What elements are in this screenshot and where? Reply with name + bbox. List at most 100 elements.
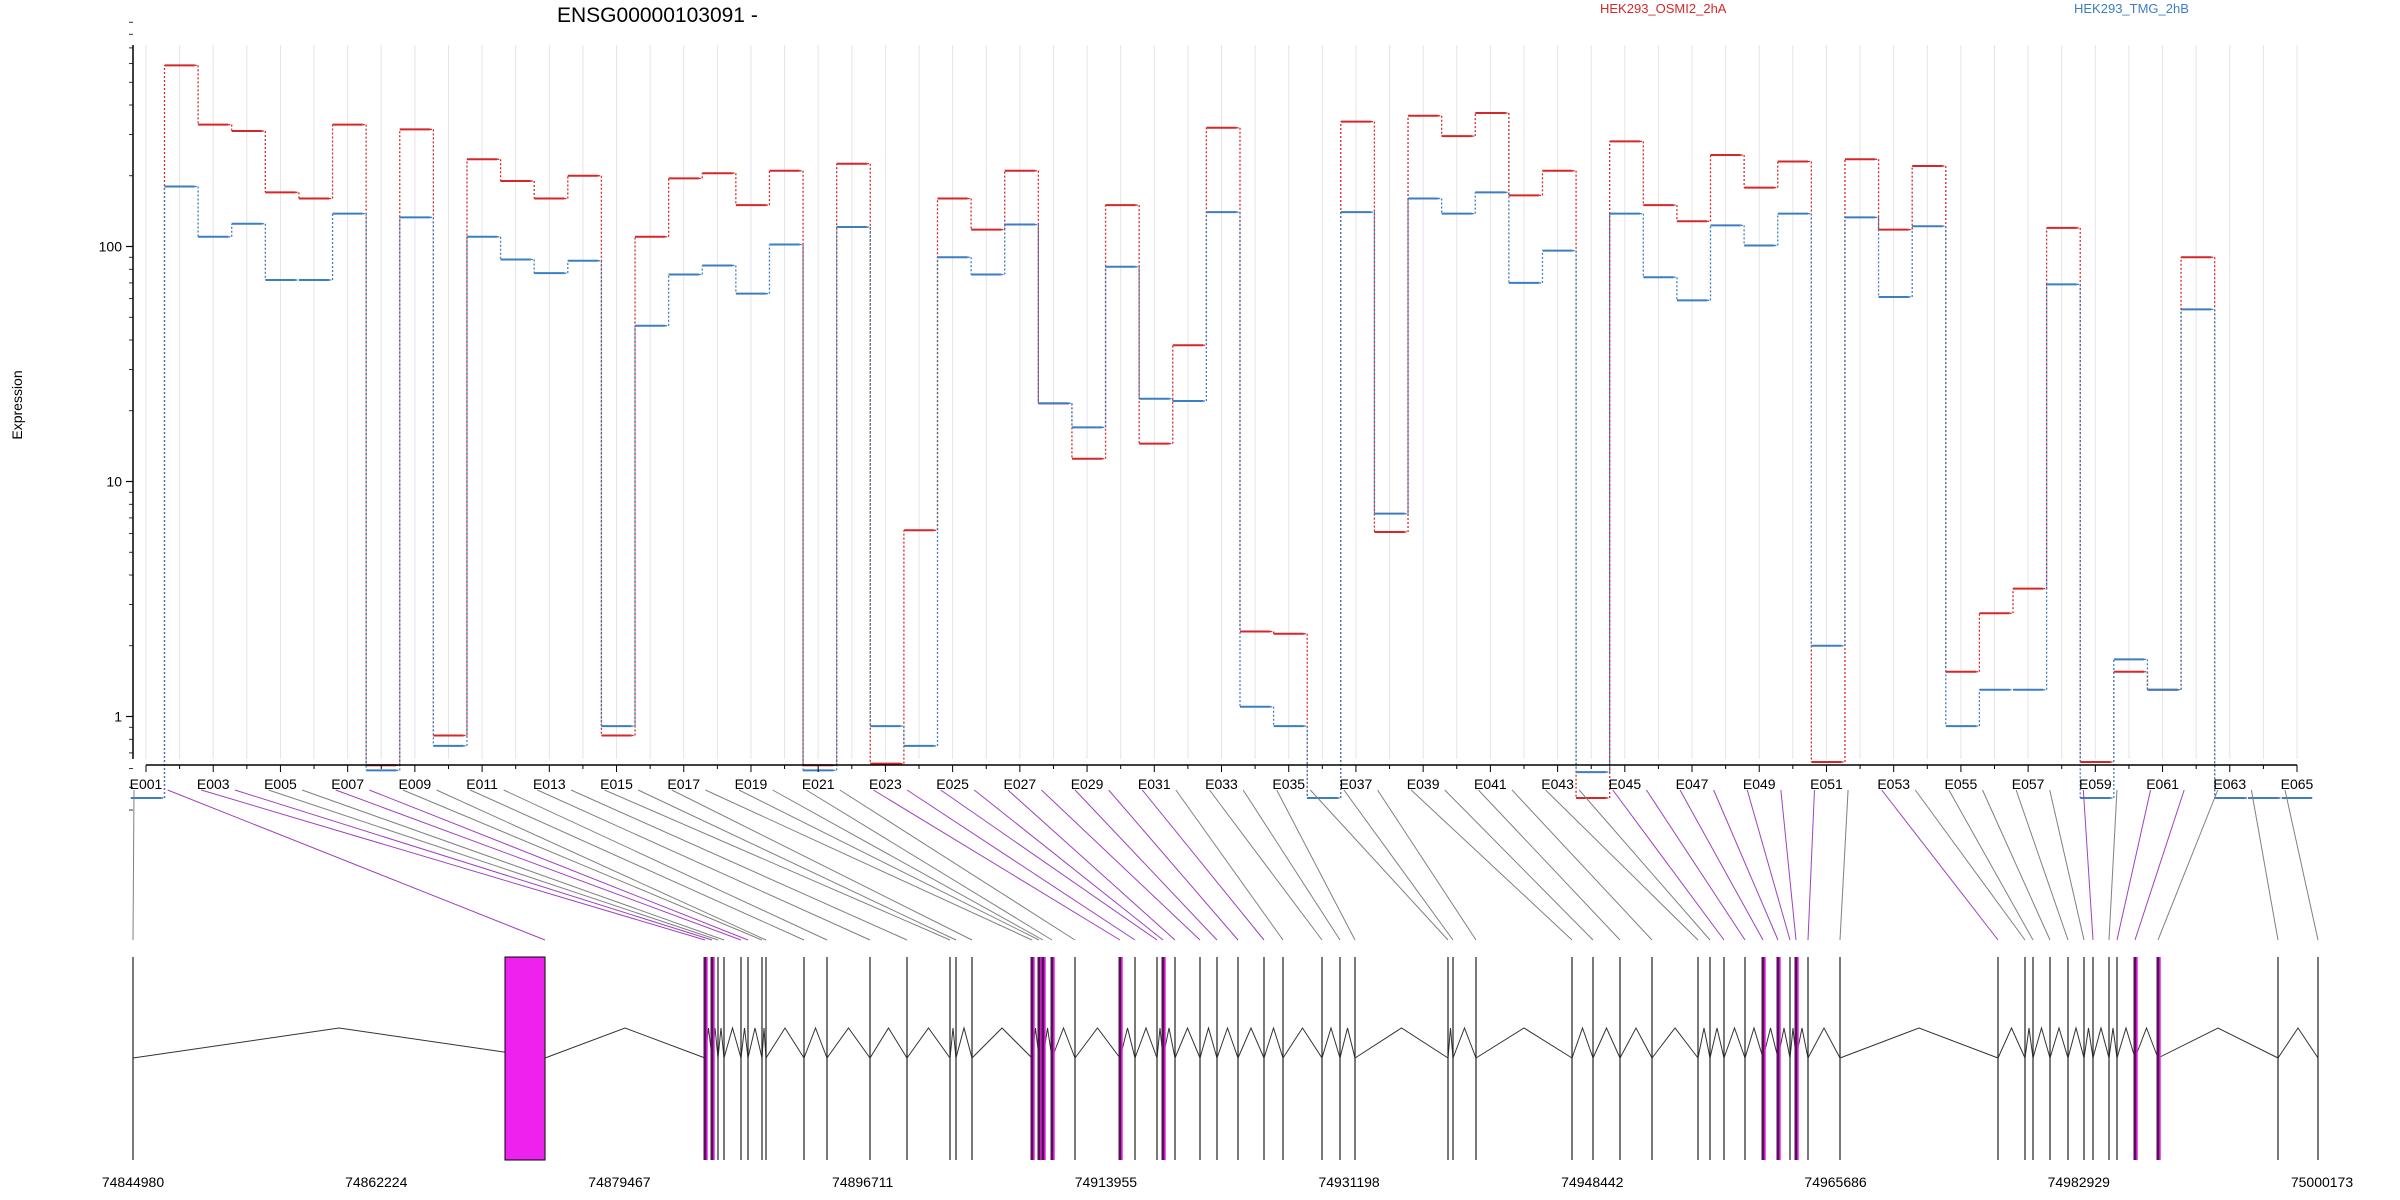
intron-line <box>1697 1027 1711 1059</box>
exon-link <box>1839 789 1849 941</box>
exon-link <box>671 789 973 941</box>
genomic-tick-label: 74879467 <box>588 1174 651 1190</box>
intron-line <box>765 1027 805 1059</box>
intron-line <box>1807 1026 1841 1059</box>
intron-line <box>2024 1027 2034 1059</box>
exon-link <box>1545 789 1699 941</box>
exon-link <box>1914 789 2026 941</box>
exon-tick-label: E005 <box>264 776 297 792</box>
intron-line <box>717 1027 725 1059</box>
exon-link <box>2284 789 2319 941</box>
exon-tick-label: E033 <box>1205 776 1238 792</box>
exon-tick-label: E045 <box>1608 776 1641 792</box>
exon-link <box>1276 789 1356 941</box>
intron-line <box>1619 1026 1653 1059</box>
intron-line <box>1839 1027 1999 1059</box>
intron-line <box>723 1026 742 1059</box>
genomic-tick-label: 74896711 <box>832 1174 893 1190</box>
exon-link <box>1478 789 1621 941</box>
genomic-tick-label: 74862224 <box>345 1174 408 1190</box>
exon-link <box>2108 789 2118 941</box>
exon-link <box>604 789 951 941</box>
intron-line <box>1237 1026 1265 1059</box>
exon-link <box>1343 789 1454 941</box>
legend-series-b: HEK293_TMG_2hB <box>2074 1 2189 16</box>
exon-tick-label: E011 <box>466 776 498 792</box>
genomic-tick-label: 74948442 <box>1561 1174 1624 1190</box>
intron-line <box>1592 1026 1621 1059</box>
exon-tick-label: E007 <box>331 776 364 792</box>
exon-link <box>1410 789 1573 941</box>
exon-link <box>2250 789 2279 941</box>
exon-tick-label: E009 <box>399 776 432 792</box>
exon-link <box>940 789 1158 941</box>
intron-line <box>1452 1026 1477 1059</box>
y-tick-label: 1 <box>114 709 122 725</box>
genomic-tick-label: 74982929 <box>2048 1174 2111 1190</box>
exon-link <box>839 789 1076 941</box>
exon-link <box>1612 789 1725 941</box>
exon-link <box>1108 789 1239 941</box>
exon-link <box>469 789 805 941</box>
exon-link <box>2049 789 2085 941</box>
exon-link <box>1209 789 1323 941</box>
intron-line <box>1447 1027 1454 1059</box>
intron-line <box>761 1027 767 1059</box>
exon-tick-label: E001 <box>130 776 163 792</box>
exon-link <box>1881 789 1999 941</box>
exon-link <box>2015 789 2069 941</box>
exon-tick-label: E021 <box>802 776 835 792</box>
exon-tick-label: E063 <box>2213 776 2246 792</box>
exon-link <box>201 789 706 941</box>
exon-link <box>1679 789 1764 941</box>
exon-tick-label: E047 <box>1676 776 1709 792</box>
exon-link <box>1242 789 1341 941</box>
intron-line <box>1723 1026 1746 1059</box>
exon-link <box>973 789 1164 941</box>
exon-link <box>234 789 713 941</box>
exon-link <box>2116 789 2152 941</box>
exon-block-highlighted <box>504 956 546 1161</box>
exon-link <box>1007 789 1176 941</box>
intron-line <box>1651 1027 1699 1059</box>
exon-link <box>1175 789 1284 941</box>
legend-series-a: HEK293_OSMI2_2hA <box>1600 1 1727 16</box>
exon-link <box>772 789 1044 941</box>
exon-tick-label: E041 <box>1474 776 1507 792</box>
intron-line <box>1074 1027 1121 1059</box>
exon-tick-label: E019 <box>735 776 768 792</box>
exon-tick-label: E061 <box>2146 776 2179 792</box>
genomic-tick-label: 74844980 <box>102 1174 165 1190</box>
intron-line <box>1216 1026 1239 1059</box>
exon-tick-label: E027 <box>1003 776 1036 792</box>
exon-link <box>1074 789 1218 941</box>
intron-line <box>955 1026 973 1059</box>
exon-link <box>570 789 908 941</box>
exon-tick-label: E017 <box>667 776 700 792</box>
gene-model <box>132 956 2319 1161</box>
exon-tick-label: E025 <box>936 776 969 792</box>
exon-link <box>705 789 1033 941</box>
series-b <box>130 185 2313 799</box>
intron-line <box>1744 1026 1764 1059</box>
exon-link <box>906 789 1136 941</box>
intron-line <box>1354 1027 1449 1059</box>
exon-tick-label: E037 <box>1340 776 1373 792</box>
exon-tick-label: E013 <box>533 776 566 792</box>
exon-link <box>873 789 1121 941</box>
exon-link <box>402 789 763 941</box>
exon-link <box>268 789 719 941</box>
intron-line <box>2067 1026 2085 1059</box>
intron-line <box>949 1027 957 1059</box>
intron-line <box>747 1027 763 1059</box>
exon-tick-label: E023 <box>869 776 902 792</box>
intron-line <box>1321 1026 1341 1059</box>
exon-link <box>1141 789 1265 941</box>
intron-line <box>1174 1026 1201 1059</box>
intron-line <box>1282 1027 1323 1059</box>
genomic-axis: 74844980 74862224 74879467 74896711 74913955… <box>102 1174 2354 1190</box>
y-tick-label: 10 <box>106 474 122 490</box>
exon-tick-label: E049 <box>1743 776 1776 792</box>
exon-link <box>335 789 742 941</box>
